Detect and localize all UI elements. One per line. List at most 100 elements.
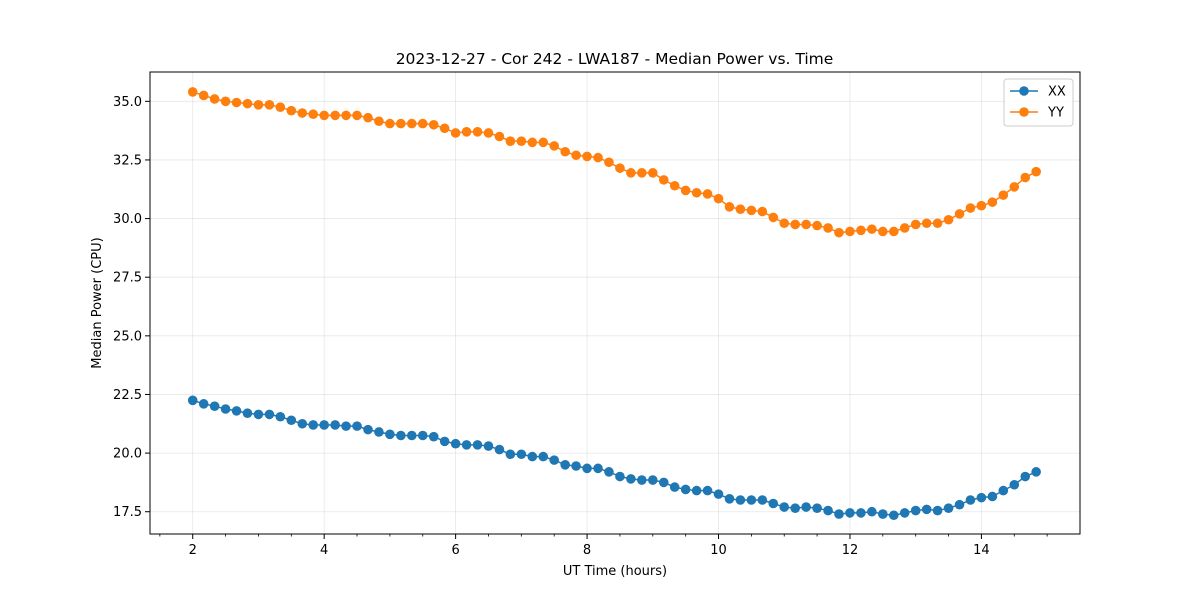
data-point-xx (757, 495, 768, 505)
data-point-yy (450, 128, 461, 138)
data-point-yy (615, 163, 625, 173)
data-point-yy (396, 118, 406, 129)
data-point-yy (757, 206, 768, 217)
data-point-yy (363, 112, 373, 123)
data-point-yy (845, 226, 855, 237)
data-point-xx (987, 491, 998, 502)
data-point-xx (604, 467, 614, 477)
data-point-xx (965, 495, 976, 505)
data-point-yy (647, 168, 658, 178)
series-xx (187, 395, 1041, 521)
data-point-yy (483, 128, 494, 138)
data-point-xx (396, 430, 406, 441)
data-point-xx (867, 506, 877, 517)
data-point-yy (275, 102, 286, 112)
data-point-xx (417, 430, 428, 441)
data-point-yy (954, 209, 965, 219)
x-tick-label: 14 (973, 543, 990, 558)
data-point-yy (253, 100, 264, 110)
data-point-yy (352, 110, 362, 121)
data-point-yy (626, 168, 636, 178)
data-point-yy (341, 110, 351, 121)
data-point-xx (680, 484, 691, 495)
legend: XX YY (1003, 78, 1074, 127)
data-point-xx (691, 485, 702, 496)
data-point-yy (768, 212, 779, 223)
data-point-yy (198, 90, 209, 101)
data-point-xx (724, 494, 735, 504)
data-point-xx (363, 424, 373, 435)
y-tick-label: 35.0 (113, 95, 142, 110)
y-tick-label: 17.5 (113, 505, 142, 520)
plot-area-frame (149, 71, 1081, 535)
data-point-yy (1031, 166, 1041, 177)
data-point-xx (308, 420, 318, 430)
data-point-xx (439, 436, 450, 447)
data-point-xx (735, 495, 746, 505)
data-point-xx (856, 508, 866, 518)
data-point-xx (275, 411, 286, 422)
data-point-xx (746, 495, 757, 505)
data-point-xx (450, 438, 461, 449)
data-point-yy (724, 202, 735, 212)
data-point-xx (626, 474, 636, 484)
data-point-xx (374, 427, 384, 437)
data-point-yy (231, 97, 242, 108)
data-point-xx (878, 509, 888, 519)
legend-item-xx: XX (1010, 85, 1066, 100)
data-point-xx (516, 449, 527, 460)
data-point-yy (801, 219, 811, 230)
data-point-xx (637, 475, 647, 485)
legend-marker-xx (1019, 86, 1029, 96)
data-point-yy (899, 223, 910, 233)
data-point-yy (187, 87, 198, 97)
data-point-yy (571, 150, 581, 161)
data-point-xx (428, 431, 439, 442)
data-point-xx (406, 430, 417, 441)
data-point-yy (560, 146, 570, 157)
data-point-yy (472, 127, 483, 137)
data-point-xx (209, 401, 220, 411)
data-point-yy (406, 118, 417, 129)
data-point-yy (637, 168, 647, 178)
y-tick-label: 20.0 (113, 447, 142, 462)
data-point-xx (1009, 479, 1020, 490)
data-point-yy (669, 180, 680, 191)
data-point-xx (220, 404, 231, 414)
data-point-yy (867, 224, 877, 234)
data-point-yy (812, 220, 822, 231)
data-point-yy (921, 218, 932, 229)
data-point-yy (823, 223, 833, 233)
data-point-yy (505, 136, 516, 146)
data-point-yy (220, 96, 231, 107)
chart-title: 2023-12-27 - Cor 242 - LWA187 - Median P… (396, 50, 834, 68)
data-point-yy (308, 109, 318, 120)
data-point-yy (680, 185, 691, 196)
data-point-yy (910, 219, 921, 230)
data-point-xx (921, 504, 932, 515)
data-point-xx (768, 498, 779, 509)
series-layer (187, 87, 1041, 521)
data-point-yy (943, 214, 954, 225)
data-point-xx (538, 451, 549, 462)
data-point-yy (527, 137, 538, 148)
data-point-xx (1020, 471, 1031, 482)
data-point-yy (593, 152, 603, 163)
data-point-yy (746, 205, 757, 216)
legend-label-xx: XX (1048, 85, 1066, 100)
data-point-yy (735, 204, 746, 214)
x-tick-label: 4 (320, 543, 328, 558)
data-point-xx (286, 415, 297, 426)
data-point-xx (571, 461, 581, 471)
data-point-xx (352, 421, 362, 431)
data-point-xx (549, 455, 559, 465)
data-point-xx (264, 409, 275, 420)
y-tick-label: 32.5 (113, 153, 142, 168)
data-point-yy (702, 189, 713, 199)
y-tick-label: 25.0 (113, 329, 142, 344)
data-point-xx (790, 503, 801, 513)
grid-lines (150, 72, 1080, 534)
data-point-yy (385, 118, 395, 129)
data-point-xx (998, 485, 1009, 496)
